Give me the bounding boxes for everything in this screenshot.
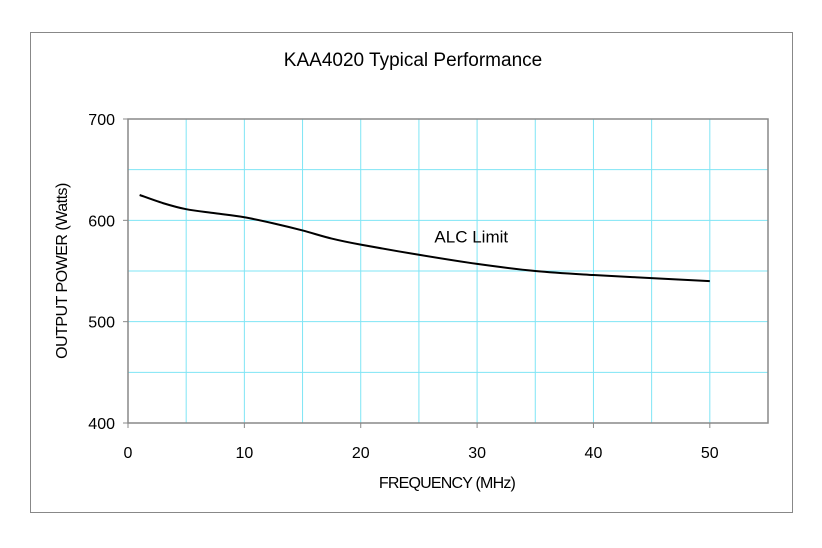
y-axis-label: OUTPUT POWER (Watts) (54, 183, 71, 359)
x-tick-label: 10 (235, 445, 253, 462)
y-tick-label: 400 (88, 416, 115, 433)
x-tick-label: 30 (468, 445, 486, 462)
y-tick-label: 700 (88, 112, 115, 129)
chart-frame (30, 32, 793, 513)
series-line (139, 194, 710, 283)
x-tick-label: 20 (352, 445, 370, 462)
x-tick-label: 50 (701, 445, 719, 462)
x-axis-label: FREQUENCY (MHz) (379, 475, 516, 492)
y-tick-label: 600 (88, 213, 115, 230)
x-tick-label: 40 (585, 445, 603, 462)
chart-title: KAA4020 Typical Performance (284, 50, 542, 71)
x-tick-label: 0 (124, 445, 133, 462)
annotation-alc-limit: ALC Limit (434, 228, 508, 247)
plot-area (127, 118, 769, 424)
y-tick-label: 500 (88, 315, 115, 332)
